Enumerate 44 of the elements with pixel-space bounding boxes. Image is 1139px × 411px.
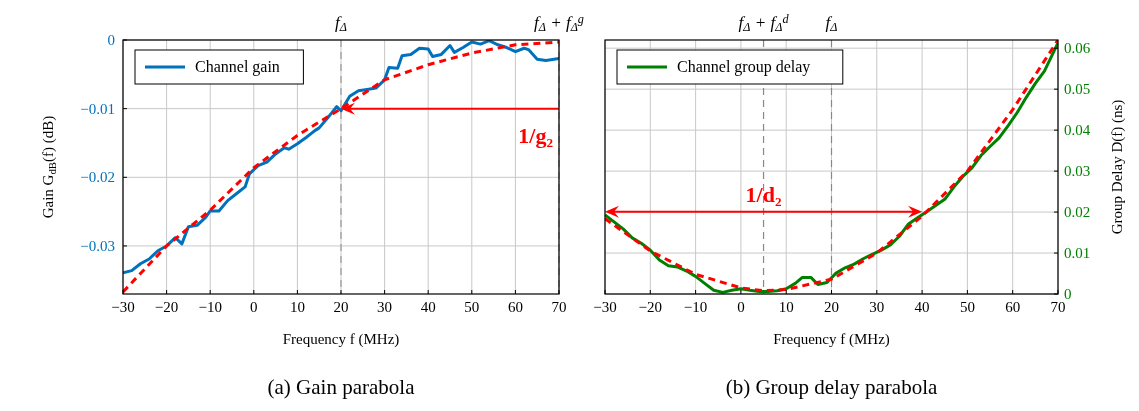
x-axis-title: Frequency f (MHz): [773, 331, 890, 348]
annotation: 1/d₂: [745, 181, 782, 207]
ref-line-label: f$_{Δ}$: [335, 13, 347, 34]
x-tick-label: 70: [551, 299, 567, 315]
y-tick-label: 0: [107, 32, 115, 48]
x-tick-label: 50: [959, 299, 975, 315]
x-tick-label: 30: [869, 299, 885, 315]
y-tick-label: −0.02: [80, 169, 115, 186]
x-tick-label: 40: [420, 299, 436, 315]
x-tick-label: 20: [333, 299, 349, 315]
text: (a) Gain parabola: [267, 375, 416, 399]
ref-line-label: f$_{Δ}$: [825, 13, 838, 34]
x-tick-label: 0: [737, 299, 745, 315]
x-tick-label: 60: [1005, 299, 1021, 315]
x-axis-title: Frequency f (MHz): [282, 331, 400, 348]
x-tick-label: 0: [250, 299, 258, 315]
x-tick-label: 60: [507, 299, 523, 315]
text: (b) Group delay parabola: [725, 375, 938, 399]
y-tick-label: 0: [1064, 286, 1072, 302]
annotation: 1/g₂: [518, 122, 554, 148]
x-tick-label: 40: [914, 299, 930, 315]
x-tick-label: 50: [464, 299, 480, 315]
y-axis-title: Group Delay D(f) (ns): [1109, 99, 1126, 235]
y-tick-label: 0.06: [1064, 40, 1091, 57]
legend-label: Channel group delay: [677, 58, 811, 76]
x-tick-label: −30: [111, 299, 135, 315]
x-tick-label: −10: [683, 299, 708, 315]
legend-label: Channel gain: [195, 58, 280, 76]
x-tick-label: −20: [154, 299, 179, 315]
x-tick-label: −10: [198, 299, 222, 315]
x-tick-label: 30: [377, 299, 393, 315]
y-tick-label: −0.01: [80, 100, 115, 117]
x-tick-label: 10: [778, 299, 794, 315]
y-tick-label: 0.05: [1064, 81, 1091, 98]
x-tick-label: −20: [638, 299, 663, 315]
y-tick-label: 0.02: [1064, 204, 1091, 221]
x-tick-label: 70: [1050, 299, 1066, 315]
y-tick-label: 0.04: [1064, 122, 1091, 139]
y-tick-label: −0.03: [80, 237, 115, 254]
x-tick-label: 20: [824, 299, 839, 315]
x-tick-label: −30: [593, 299, 617, 315]
x-tick-label: 10: [289, 299, 305, 315]
y-tick-label: 0.01: [1064, 245, 1091, 262]
y-tick-label: 0.03: [1064, 163, 1091, 180]
